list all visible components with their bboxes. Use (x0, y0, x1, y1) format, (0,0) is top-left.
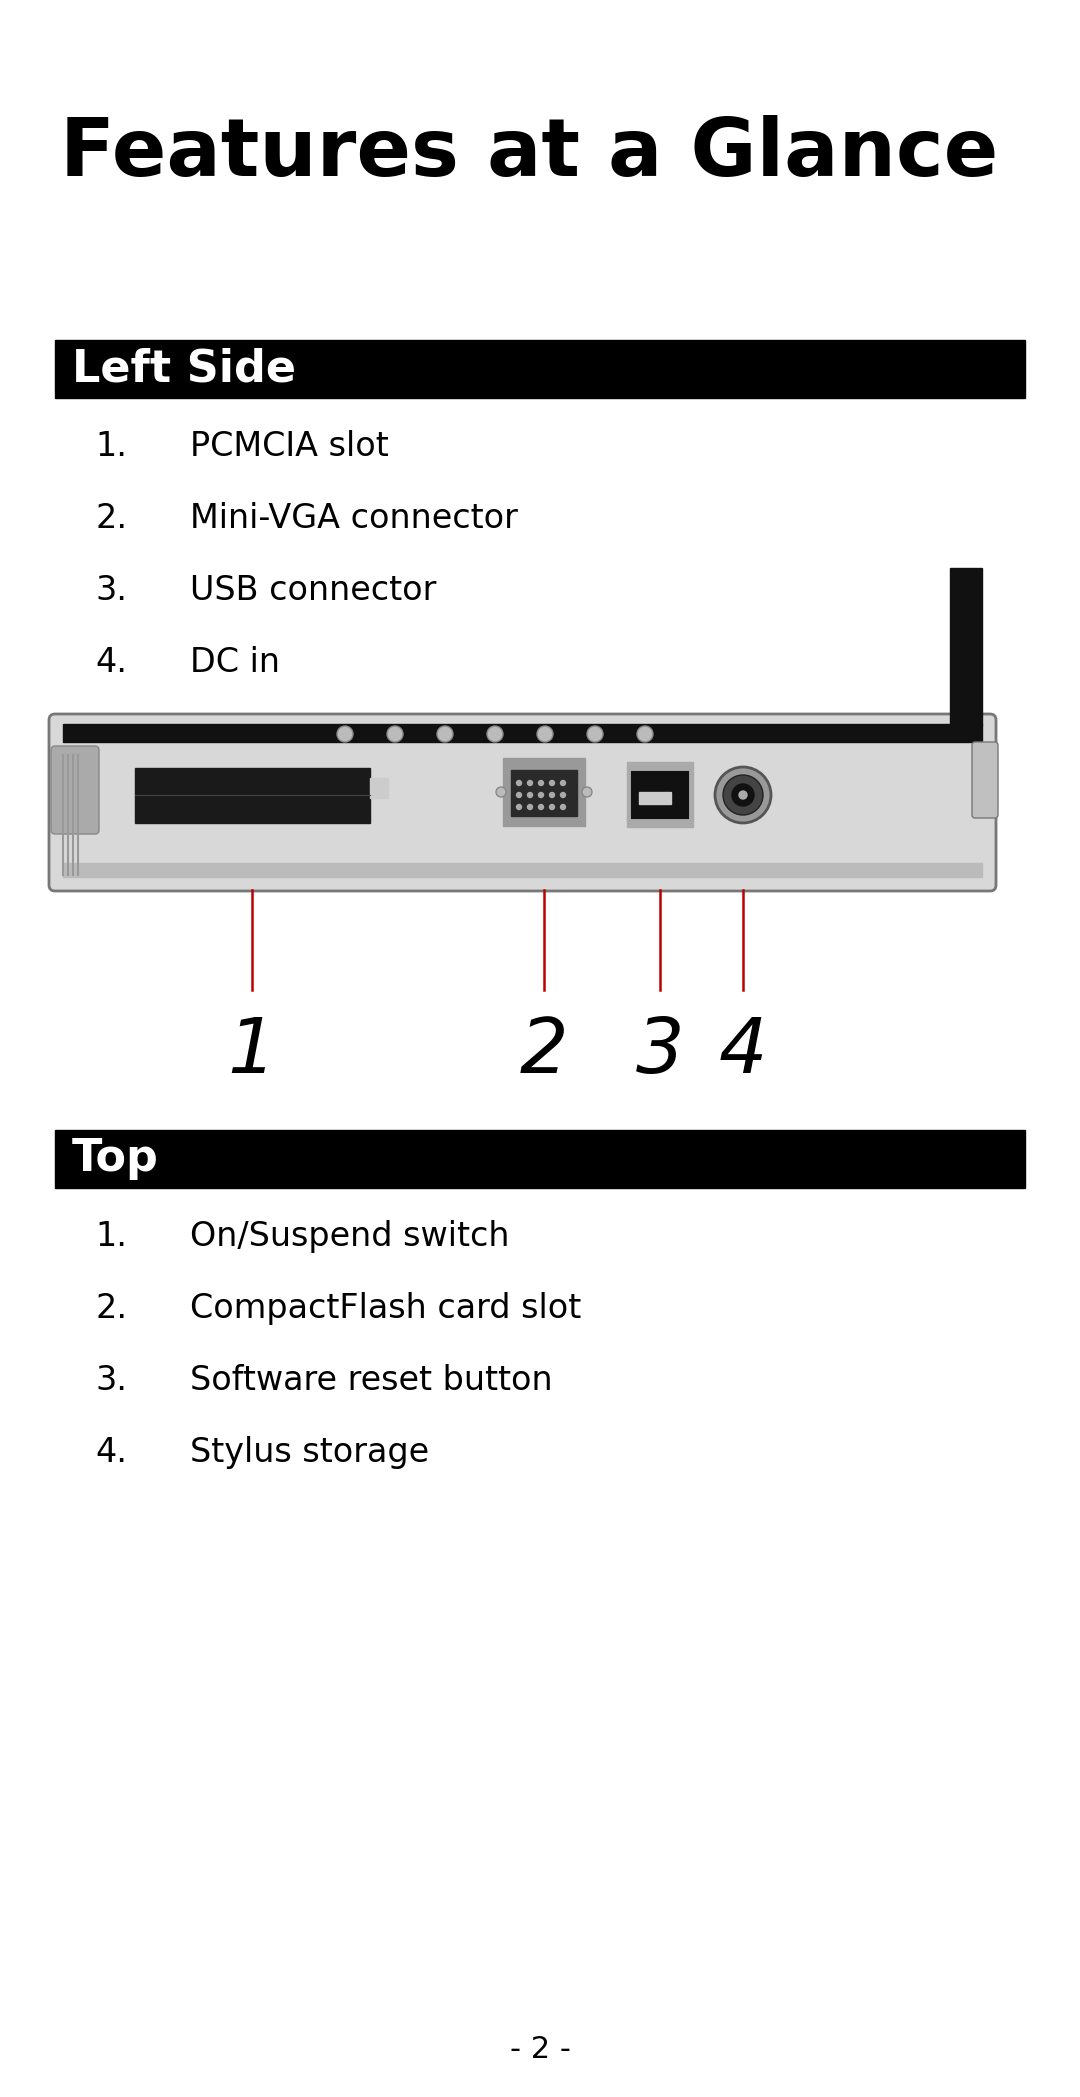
Circle shape (539, 793, 543, 797)
Circle shape (387, 726, 403, 742)
Circle shape (487, 726, 503, 742)
Text: Features at a Glance: Features at a Glance (60, 115, 998, 193)
Circle shape (527, 793, 532, 797)
Text: - 2 -: - 2 - (510, 2034, 570, 2063)
FancyBboxPatch shape (972, 742, 998, 818)
Text: Left Side: Left Side (72, 348, 296, 390)
Bar (370, 778, 388, 799)
Text: 2.: 2. (95, 501, 127, 535)
Text: Stylus storage: Stylus storage (190, 1436, 429, 1470)
Circle shape (516, 780, 522, 786)
Text: 1.: 1. (95, 1220, 127, 1254)
Circle shape (516, 805, 522, 809)
Circle shape (732, 784, 754, 805)
Circle shape (550, 793, 554, 797)
Bar (63, 723, 982, 742)
Text: 1.: 1. (95, 430, 127, 463)
Bar (511, 770, 577, 816)
Circle shape (550, 805, 554, 809)
Circle shape (539, 780, 543, 786)
Circle shape (637, 726, 653, 742)
Text: 2: 2 (519, 1015, 568, 1088)
Text: Mini-VGA connector: Mini-VGA connector (190, 501, 518, 535)
Text: 3: 3 (636, 1015, 685, 1088)
Circle shape (561, 780, 566, 786)
Circle shape (496, 786, 507, 797)
Circle shape (550, 780, 554, 786)
Text: 4.: 4. (95, 1436, 127, 1470)
Text: PCMCIA slot: PCMCIA slot (190, 430, 389, 463)
Text: Software reset button: Software reset button (190, 1363, 553, 1397)
Text: 3.: 3. (95, 575, 127, 606)
Circle shape (437, 726, 453, 742)
FancyBboxPatch shape (51, 747, 99, 835)
Circle shape (723, 776, 762, 816)
Text: 4.: 4. (95, 646, 127, 679)
Circle shape (715, 768, 771, 822)
Bar (632, 772, 688, 818)
FancyBboxPatch shape (49, 713, 996, 891)
Text: Top: Top (72, 1137, 159, 1181)
Text: 2.: 2. (95, 1292, 127, 1325)
Circle shape (582, 786, 592, 797)
Circle shape (527, 805, 532, 809)
Circle shape (527, 780, 532, 786)
Text: 3.: 3. (95, 1363, 127, 1397)
Bar (627, 761, 693, 826)
Bar (639, 793, 671, 803)
Bar (55, 1130, 1025, 1189)
Text: 1: 1 (228, 1015, 276, 1088)
Bar (950, 568, 982, 726)
Circle shape (739, 791, 747, 799)
Circle shape (561, 805, 566, 809)
Text: 4: 4 (718, 1015, 767, 1088)
Circle shape (537, 726, 553, 742)
Bar (135, 768, 370, 822)
Bar (503, 757, 585, 826)
Circle shape (539, 805, 543, 809)
Circle shape (337, 726, 353, 742)
Text: On/Suspend switch: On/Suspend switch (190, 1220, 510, 1254)
Bar (55, 340, 1025, 398)
Circle shape (588, 726, 603, 742)
Bar (63, 864, 982, 877)
Text: USB connector: USB connector (190, 575, 436, 606)
Circle shape (561, 793, 566, 797)
Text: DC in: DC in (190, 646, 280, 679)
Circle shape (516, 793, 522, 797)
Text: CompactFlash card slot: CompactFlash card slot (190, 1292, 581, 1325)
